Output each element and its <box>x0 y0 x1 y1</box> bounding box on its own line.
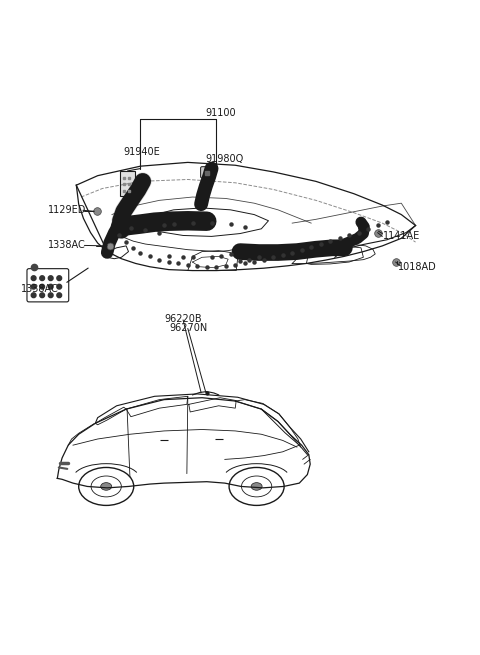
Circle shape <box>48 293 53 297</box>
Circle shape <box>48 276 53 280</box>
Circle shape <box>48 284 53 289</box>
Text: 96220B: 96220B <box>164 314 202 324</box>
Text: 1338AC: 1338AC <box>48 240 85 250</box>
Circle shape <box>40 276 45 280</box>
Text: 91940E: 91940E <box>124 147 160 157</box>
Text: 1129ED: 1129ED <box>48 205 86 215</box>
Circle shape <box>57 293 61 297</box>
Text: 1141AE: 1141AE <box>384 231 420 242</box>
Text: 96270N: 96270N <box>170 324 208 333</box>
FancyBboxPatch shape <box>27 269 69 302</box>
Circle shape <box>31 284 36 289</box>
Text: 91100: 91100 <box>206 108 236 118</box>
Circle shape <box>40 293 45 297</box>
Circle shape <box>40 284 45 289</box>
Circle shape <box>57 284 61 289</box>
Text: 91980Q: 91980Q <box>206 154 244 164</box>
FancyBboxPatch shape <box>201 166 214 178</box>
Circle shape <box>57 276 61 280</box>
Circle shape <box>31 293 36 297</box>
Ellipse shape <box>251 483 262 490</box>
Ellipse shape <box>101 483 112 490</box>
Circle shape <box>31 276 36 280</box>
Bar <box>120 171 135 196</box>
Text: 1338AC: 1338AC <box>21 284 59 293</box>
Text: 1018AD: 1018AD <box>397 262 436 272</box>
